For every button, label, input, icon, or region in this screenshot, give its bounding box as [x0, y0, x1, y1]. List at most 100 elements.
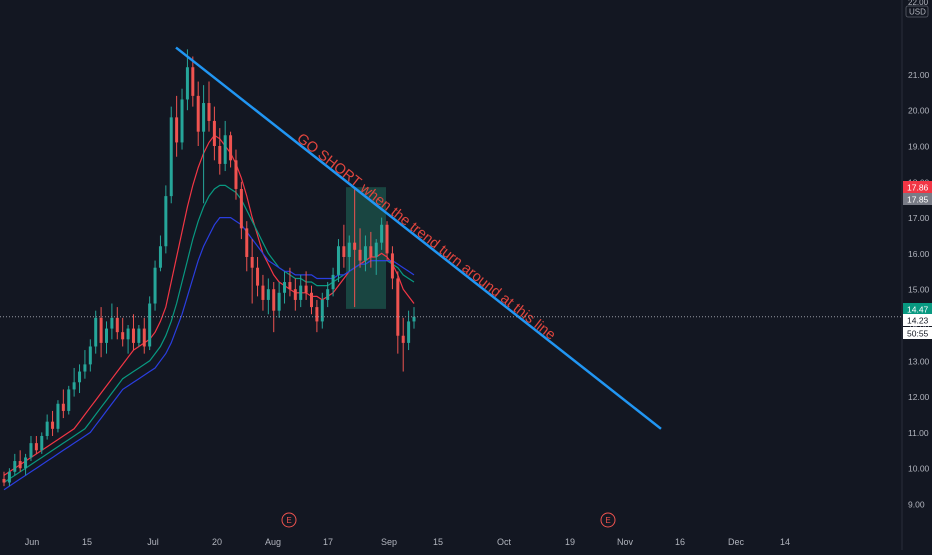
currency-label: USD [909, 8, 926, 17]
candle [137, 325, 141, 347]
candle [245, 221, 249, 272]
x-tick-label: Jul [147, 537, 159, 547]
candle [277, 282, 281, 318]
price-label-text: 17.85 [907, 195, 929, 205]
candle-body [142, 328, 146, 347]
candle [94, 310, 98, 354]
candle-body [380, 224, 384, 243]
candle [293, 278, 297, 311]
y-tick-label: 12.00 [908, 392, 930, 402]
candle [369, 231, 373, 268]
candle [164, 185, 168, 254]
candle [142, 317, 146, 354]
candle [266, 278, 270, 315]
candle-body [315, 307, 319, 322]
y-tick-label: 15.00 [908, 285, 930, 295]
candles-layer [2, 49, 416, 487]
candle-body [326, 289, 330, 300]
x-tick-label: 20 [212, 537, 222, 547]
candle-body [342, 246, 346, 257]
candle [110, 303, 114, 340]
candle [326, 282, 330, 308]
x-tick-label: 15 [82, 537, 92, 547]
candle-body [299, 285, 303, 300]
candle [126, 325, 130, 354]
candle [131, 314, 135, 351]
candle [18, 450, 22, 472]
candle-body [369, 246, 373, 257]
y-tick-label: 11.00 [908, 428, 929, 438]
candle-body [283, 282, 287, 293]
moving-average-line-3 [3, 217, 415, 491]
candle [185, 49, 189, 111]
candle-body [131, 328, 135, 343]
candle-body [272, 289, 276, 311]
candle [336, 239, 340, 283]
candle [412, 307, 416, 329]
y-tick-label: 10.00 [908, 464, 930, 474]
price-label-text: 14.23 [907, 316, 929, 326]
time-axis[interactable]: Jun 15 Jul 20 Aug 17 Sep 15 Oct 19 Nov 16 Dec 14 E E [25, 512, 790, 547]
candle [218, 128, 222, 175]
candle-body [13, 461, 17, 472]
candle-body [115, 317, 119, 333]
candle-body [56, 403, 60, 429]
moving-average-line-1 [3, 134, 415, 476]
candle [78, 364, 82, 394]
candle [29, 435, 33, 462]
candle [342, 224, 346, 268]
candle-body [158, 246, 162, 268]
y-tick-label: 17.00 [908, 213, 930, 223]
y-tick-label: 13.00 [908, 356, 930, 366]
candle-body [40, 435, 44, 451]
candle-body [83, 364, 87, 372]
candle-body [191, 67, 195, 96]
candle [401, 317, 405, 372]
x-tick-label: 14 [780, 537, 790, 547]
y-tick-label: 16.00 [908, 249, 930, 259]
candle [347, 235, 351, 272]
x-tick-label: 19 [565, 537, 575, 547]
candle-body [401, 335, 405, 343]
price-axis[interactable]: 9.0010.0011.0012.0013.0014.0015.0016.001… [905, 0, 930, 510]
candle-body [169, 117, 173, 197]
candle [207, 81, 211, 132]
candle [45, 414, 49, 440]
x-tick-label: Sep [381, 537, 397, 547]
candle-body [363, 246, 367, 261]
candle [272, 282, 276, 333]
candle-body [266, 289, 270, 300]
currency-badge [905, 5, 929, 18]
candle [72, 367, 76, 397]
candle-body [94, 317, 98, 347]
candle-body [396, 278, 400, 336]
candle-body [99, 317, 103, 343]
candle-body [126, 328, 130, 340]
candle-body [229, 135, 233, 161]
candle-body [18, 461, 22, 469]
candle [180, 88, 184, 150]
candle-body [288, 282, 292, 290]
candle [158, 235, 162, 272]
candle-body [148, 303, 152, 347]
candle-body [245, 228, 249, 257]
y-tick-label: 21.00 [908, 70, 930, 80]
candle-body [212, 120, 216, 146]
price-label-current-price [903, 314, 932, 326]
candle-body [34, 443, 38, 451]
candle-body [256, 267, 260, 286]
candle-body [223, 135, 227, 164]
candle-body [88, 346, 92, 365]
candle [256, 256, 260, 297]
candle-body [202, 103, 206, 132]
candle [51, 410, 55, 436]
trendline-layer[interactable] [175, 46, 662, 430]
candle-body [239, 188, 243, 229]
candle [148, 296, 152, 351]
candle [99, 307, 103, 358]
candle-body [320, 299, 324, 322]
candle [169, 106, 173, 204]
